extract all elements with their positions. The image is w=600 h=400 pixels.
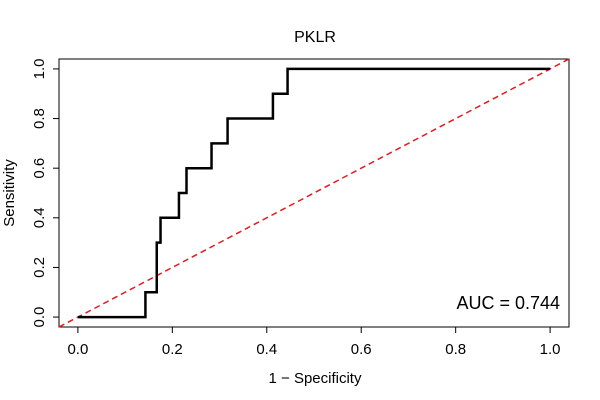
y-tick-label: 1.0 xyxy=(31,58,48,79)
chart-title: PKLR xyxy=(294,29,336,46)
x-tick-label: 0.8 xyxy=(445,341,466,358)
x-tick-label: 0.4 xyxy=(256,341,277,358)
series-layer xyxy=(58,58,570,328)
y-tick-label: 0.2 xyxy=(31,257,48,278)
y-axis: 0.0 0.2 0.4 0.6 0.8 1.0 xyxy=(31,58,60,328)
y-axis-title: Sensitivity xyxy=(1,159,18,227)
x-tick-label: 0.0 xyxy=(67,341,88,358)
x-axis: 0.0 0.2 0.4 0.6 0.8 1.0 xyxy=(67,326,561,358)
y-tick-label: 0.4 xyxy=(31,207,48,228)
y-tick-label: 0.0 xyxy=(31,307,48,328)
y-tick-label: 0.6 xyxy=(31,158,48,179)
plot-frame xyxy=(58,58,570,328)
x-tick-label: 0.2 xyxy=(162,341,183,358)
roc-curve-line xyxy=(77,67,551,319)
reference-diagonal-line xyxy=(58,58,570,328)
y-tick-label: 0.8 xyxy=(31,108,48,129)
x-tick-label: 1.0 xyxy=(540,341,561,358)
auc-annotation: AUC = 0.744 xyxy=(456,293,560,313)
x-tick-label: 0.6 xyxy=(351,341,372,358)
x-axis-title: 1 − Specificity xyxy=(269,370,362,387)
